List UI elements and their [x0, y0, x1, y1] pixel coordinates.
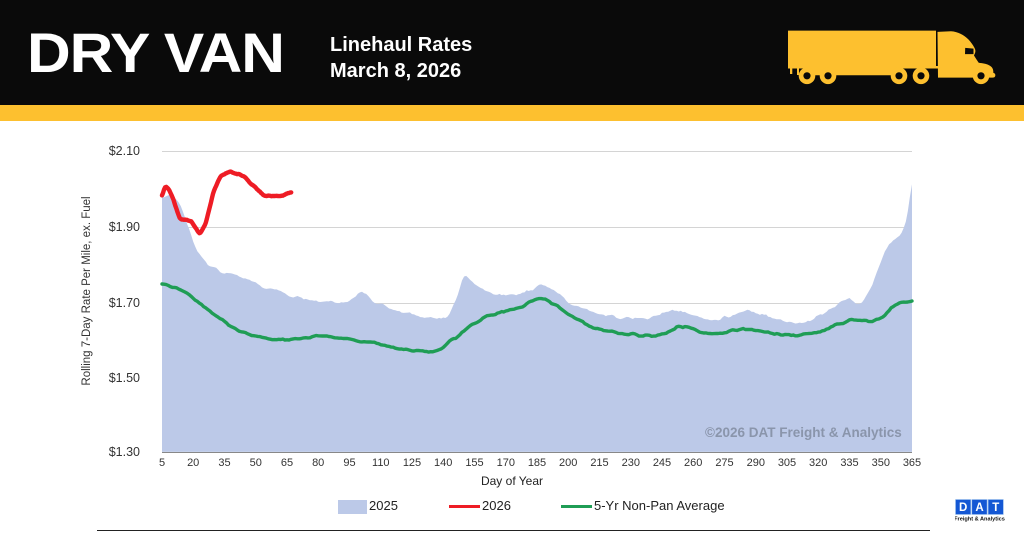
svg-text:D: D	[959, 502, 967, 514]
svg-text:Freight & Analytics: Freight & Analytics	[955, 517, 1005, 523]
svg-text:A: A	[975, 502, 983, 514]
svg-text:T: T	[992, 502, 999, 514]
